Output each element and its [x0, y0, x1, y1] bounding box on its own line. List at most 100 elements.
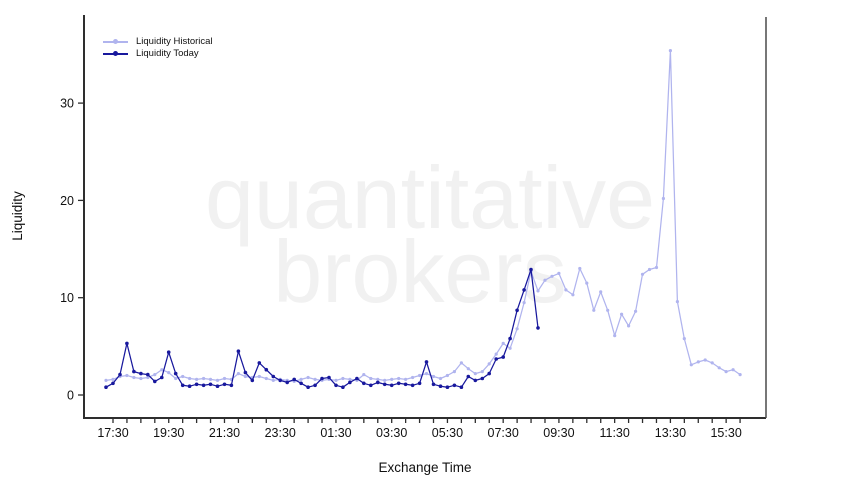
historical-point: [606, 308, 610, 312]
today-point: [480, 376, 485, 381]
historical-point: [724, 370, 728, 374]
x-tick-label: 23:30: [265, 426, 296, 440]
axes: 0 10 20 30 17:30 19:30 21:30 23:30 01:30 03:30 05:…: [60, 15, 767, 440]
today-point: [208, 382, 213, 387]
historical-point: [313, 377, 317, 381]
x-tick-label: 15:30: [710, 426, 741, 440]
today-point: [215, 384, 220, 389]
today-point: [410, 383, 415, 388]
today-point: [369, 383, 373, 388]
today-point: [522, 288, 526, 292]
today-point: [146, 372, 150, 377]
today-point: [424, 360, 429, 364]
today-point: [264, 367, 269, 372]
historical-point: [592, 308, 596, 312]
historical-point: [257, 374, 261, 379]
historical-point: [146, 375, 150, 380]
today-point: [445, 385, 450, 390]
historical-point: [571, 293, 575, 297]
historical-point: [111, 377, 115, 381]
historical-point: [682, 337, 686, 341]
historical-point: [383, 378, 387, 382]
historical-point: [271, 378, 275, 382]
today-point: [111, 381, 115, 386]
historical-point: [557, 271, 561, 275]
today-point: [104, 385, 108, 390]
today-point: [334, 383, 338, 388]
historical-point: [438, 376, 443, 381]
historical-point: [376, 377, 380, 381]
series: [104, 49, 742, 390]
historical-point: [369, 376, 373, 381]
historical-point: [174, 376, 178, 381]
x-axis-title: Exchange Time: [378, 460, 471, 475]
historical-point: [731, 368, 735, 372]
historical-point: [208, 377, 213, 381]
today-point: [494, 357, 499, 361]
historical-point: [397, 376, 401, 381]
historical-point: [536, 289, 540, 293]
y-tick-label: 0: [67, 389, 74, 403]
historical-point: [738, 373, 742, 377]
legend-label-today: Liquidity Today: [136, 48, 199, 59]
historical-point: [543, 278, 547, 282]
today-point: [180, 383, 185, 388]
historical-point: [404, 377, 408, 381]
today-point: [125, 341, 129, 346]
historical-point: [522, 301, 526, 305]
today-point: [285, 380, 290, 385]
y-tick-label: 20: [60, 194, 74, 208]
historical-point: [264, 376, 268, 381]
today-point: [187, 384, 192, 389]
historical-point: [160, 368, 164, 372]
today-point: [348, 380, 352, 385]
historical-point: [348, 377, 352, 381]
today-point: [243, 370, 248, 375]
historical-point: [452, 370, 456, 374]
historical-point: [125, 373, 129, 378]
today-point: [292, 377, 297, 382]
historical-point: [515, 327, 519, 331]
today-point: [257, 361, 262, 365]
historical-point: [431, 374, 436, 379]
historical-point: [195, 377, 199, 381]
today-point: [139, 371, 143, 376]
x-tick-label: 07:30: [488, 426, 519, 440]
today-point: [166, 350, 171, 355]
historical-point: [411, 375, 415, 380]
watermark-line1: quantitative: [205, 148, 655, 247]
historical-point: [459, 361, 463, 365]
y-tick-label: 10: [60, 291, 74, 305]
x-tick-label: 17:30: [97, 426, 128, 440]
x-tick-label: 05:30: [432, 426, 463, 440]
x-tick-label: 11:30: [599, 426, 629, 440]
today-point: [153, 379, 157, 384]
today-point: [452, 383, 457, 388]
historical-point: [222, 376, 227, 381]
today-point: [194, 382, 199, 387]
historical-point: [627, 324, 631, 328]
today-point: [396, 381, 401, 386]
today-point: [487, 371, 492, 376]
historical-point: [306, 375, 310, 380]
historical-point: [696, 360, 700, 364]
today-point: [431, 382, 436, 387]
historical-point: [508, 346, 512, 350]
today-point: [160, 375, 164, 380]
today-point: [529, 267, 533, 272]
x-tick-label: 21:30: [209, 426, 240, 440]
historical-point: [494, 352, 498, 356]
historical-point: [620, 312, 624, 316]
today-point: [173, 371, 178, 376]
watermark-line2: brokers: [273, 222, 566, 321]
today-point: [508, 336, 512, 341]
today-point: [341, 385, 345, 390]
today-point: [236, 349, 241, 354]
x-tick-label: 09:30: [543, 426, 574, 440]
today-point: [417, 381, 422, 386]
historical-point: [167, 371, 171, 375]
historical-point: [341, 376, 345, 381]
today-point: [229, 383, 234, 388]
